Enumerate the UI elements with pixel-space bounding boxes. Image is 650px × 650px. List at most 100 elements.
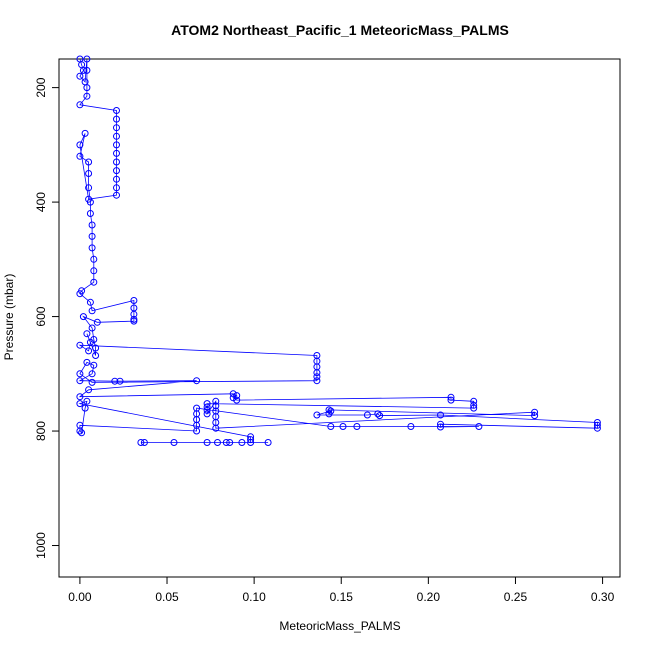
- data-point: [88, 324, 96, 332]
- y-tick-label: 1000: [34, 532, 48, 559]
- data-point: [90, 361, 98, 369]
- data-point: [92, 344, 100, 352]
- data-point: [130, 310, 138, 318]
- data-point: [353, 423, 361, 430]
- data-point: [203, 400, 211, 408]
- data-point: [130, 317, 138, 325]
- data-point: [203, 403, 211, 411]
- data-point: [470, 401, 478, 409]
- x-tick-label: 0.10: [242, 590, 266, 604]
- y-axis-label: Pressure (mbar): [2, 274, 16, 361]
- data-point: [212, 424, 220, 432]
- data-point: [113, 158, 120, 166]
- data-point: [327, 407, 335, 415]
- data-point: [113, 107, 120, 114]
- data-point: [76, 393, 84, 401]
- data-point: [264, 439, 272, 446]
- data-point: [92, 352, 100, 359]
- data-point: [111, 377, 119, 385]
- data-point: [339, 423, 347, 430]
- data-point: [113, 132, 120, 140]
- data-point: [593, 421, 601, 429]
- data-point: [76, 141, 84, 149]
- data-point: [313, 369, 321, 377]
- data-point: [85, 158, 93, 166]
- data-point: [76, 427, 84, 435]
- data-point: [113, 167, 120, 175]
- data-point: [325, 406, 333, 414]
- data-point: [76, 377, 84, 385]
- data-point: [203, 406, 211, 414]
- x-tick-label: 0.20: [417, 590, 441, 604]
- data-point: [81, 404, 89, 412]
- data-point: [76, 400, 84, 408]
- data-point: [447, 393, 455, 401]
- data-point: [76, 152, 84, 160]
- data-point: [229, 394, 237, 402]
- data-point: [233, 396, 241, 404]
- data-point: [113, 124, 120, 132]
- data-point: [447, 396, 455, 404]
- data-point: [593, 424, 601, 432]
- data-point: [203, 439, 211, 446]
- data-point: [90, 278, 98, 286]
- data-point: [470, 397, 478, 405]
- data-point: [212, 397, 220, 405]
- data-point: [437, 420, 444, 428]
- data-point: [86, 210, 94, 217]
- data-point: [86, 338, 94, 346]
- data-point: [363, 411, 371, 419]
- data-point: [76, 341, 84, 349]
- data-point: [88, 378, 96, 386]
- data-point: [76, 101, 84, 109]
- data-point: [113, 141, 120, 149]
- data-point: [113, 175, 120, 183]
- data-point: [130, 297, 138, 304]
- data-point: [193, 377, 201, 385]
- data-point: [86, 298, 94, 306]
- data-point: [113, 115, 120, 123]
- data-point: [88, 307, 96, 315]
- data-point: [247, 436, 255, 444]
- data-point: [247, 439, 255, 446]
- data-point: [113, 184, 120, 192]
- y-tick-label: 200: [34, 77, 48, 97]
- data-point: [76, 290, 84, 298]
- data-point: [93, 318, 101, 326]
- data-point: [212, 402, 220, 410]
- data-point: [376, 412, 384, 420]
- data-point: [88, 370, 96, 378]
- data-point: [85, 347, 93, 355]
- data-point: [140, 439, 148, 446]
- data-point: [437, 411, 444, 419]
- y-tick-label: 800: [34, 421, 48, 441]
- data-point: [83, 358, 91, 366]
- y-tick-label: 600: [34, 306, 48, 326]
- data-point: [76, 370, 84, 378]
- plot-area: [76, 55, 601, 446]
- data-point: [229, 390, 237, 398]
- x-axis-label: MeteoricMass_PALMS: [279, 619, 400, 633]
- data-point: [233, 392, 241, 400]
- data-point: [85, 170, 93, 177]
- data-point: [79, 66, 87, 74]
- x-tick-label: 0.05: [155, 590, 179, 604]
- data-point: [88, 221, 96, 229]
- data-point: [88, 232, 96, 240]
- data-point: [83, 55, 91, 63]
- data-point: [88, 244, 96, 252]
- data-point: [86, 198, 94, 206]
- data-point: [531, 412, 539, 420]
- y-tick-label: 400: [34, 192, 48, 212]
- x-tick-label: 0.30: [591, 590, 615, 604]
- data-point: [437, 423, 444, 431]
- data-point: [85, 386, 93, 394]
- data-point: [222, 439, 230, 446]
- x-tick-label: 0.00: [68, 590, 92, 604]
- data-point: [90, 267, 98, 275]
- data-point: [313, 411, 321, 419]
- data-point: [170, 439, 178, 446]
